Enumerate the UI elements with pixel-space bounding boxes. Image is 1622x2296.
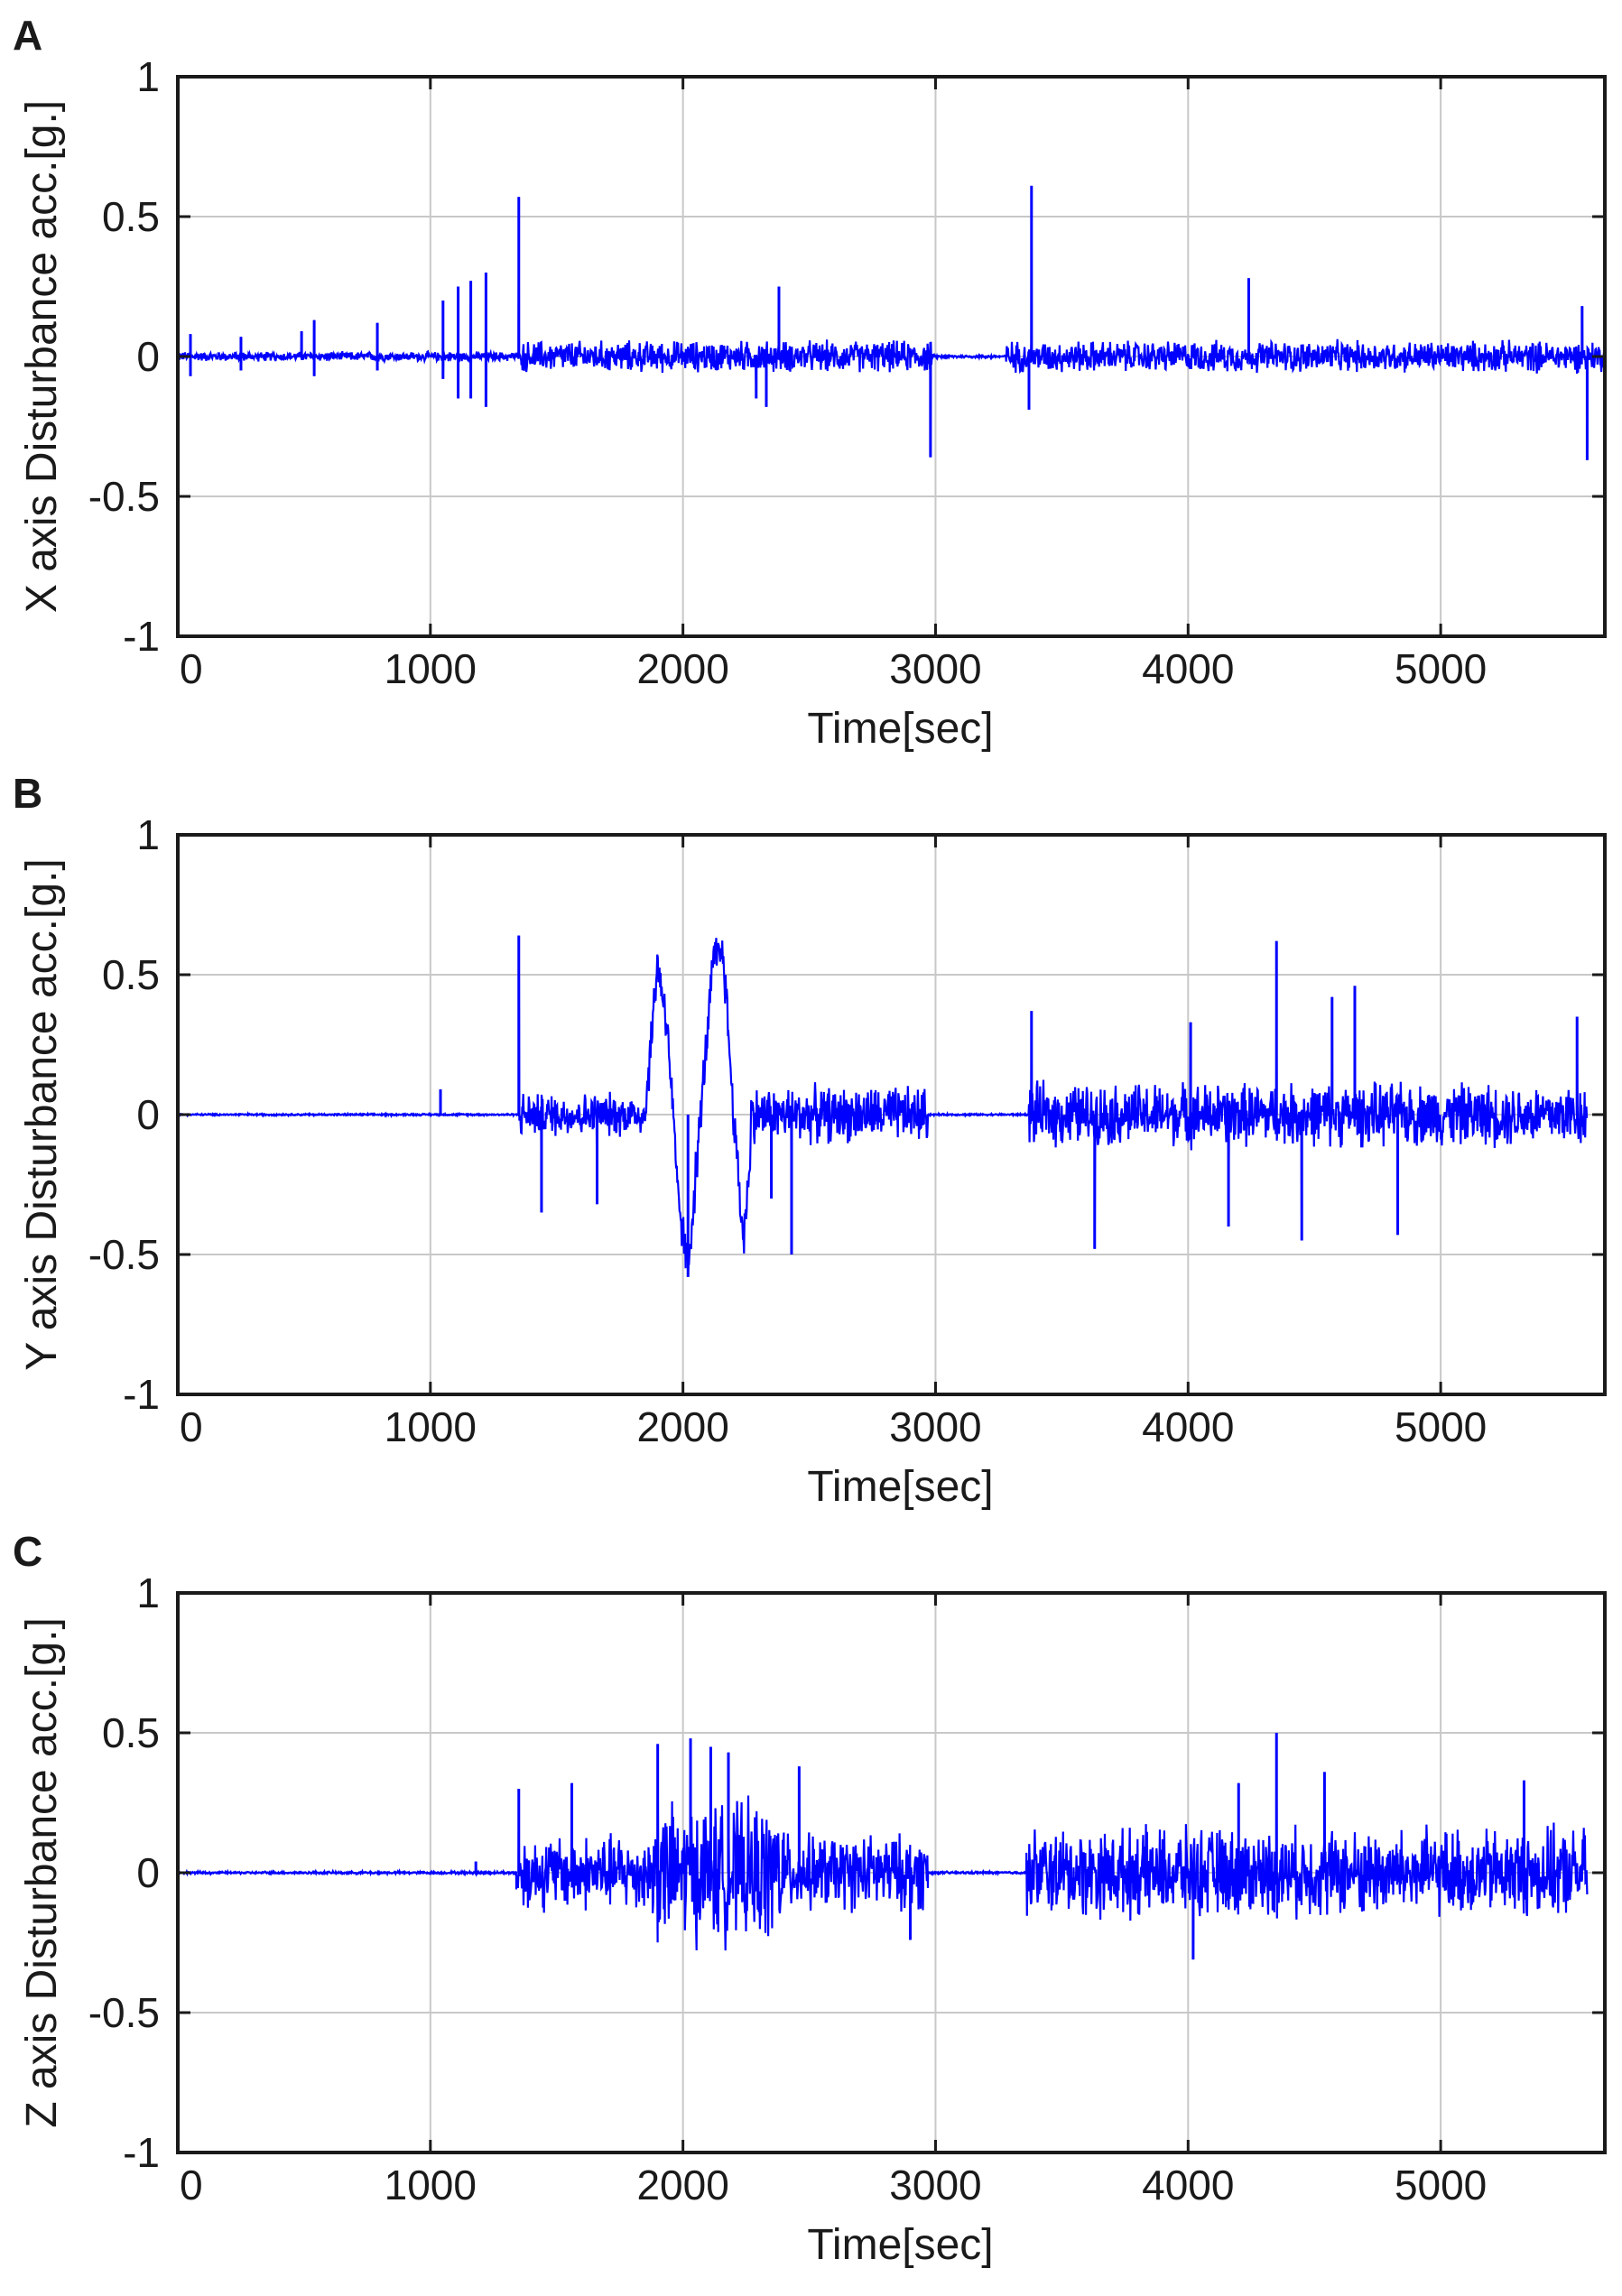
panel-c: C 0 1000 2000 3000 4000 5000 1 0.5 0 -0.5 -1 Time[se… xyxy=(13,1528,1607,2269)
y-tick-label: 0.5 xyxy=(102,951,160,998)
x-tick-label: 0 xyxy=(180,1403,203,1450)
panel-a: A 0 1000 2000 3000 4000 5000 1 0.5 0 -0.5 -1 Time[se… xyxy=(13,12,1607,753)
x-tick-label: 2000 xyxy=(636,1403,728,1450)
x-tick-label: 1000 xyxy=(385,2162,477,2208)
y-axis-label: X axis Disturbance acc.[g.] xyxy=(18,100,66,613)
y-tick-label: -1 xyxy=(123,613,160,660)
x-tick-label: 4000 xyxy=(1142,1403,1234,1450)
x-tick-label: 3000 xyxy=(889,645,981,692)
y-tick-label: 1 xyxy=(136,1569,160,1616)
panel-label: C xyxy=(13,1528,42,1575)
y-tick-label: -1 xyxy=(123,2129,160,2176)
x-tick-label: 1000 xyxy=(385,645,477,692)
x-tick-label: 2000 xyxy=(636,645,728,692)
y-axis-label: Z axis Disturbance acc.[g.] xyxy=(18,1617,66,2128)
x-tick-label: 4000 xyxy=(1142,2162,1234,2208)
x-tick-label: 4000 xyxy=(1142,645,1234,692)
x-axis-label: Time[sec] xyxy=(807,2221,993,2269)
series-line xyxy=(177,935,1589,1277)
panel-label: B xyxy=(13,770,42,817)
y-tick-label: 0 xyxy=(136,1091,160,1138)
panel-b: B 0 1000 2000 3000 4000 5000 1 0.5 0 -0.5 -1 Time[se… xyxy=(13,770,1607,1511)
y-tick-label: 0 xyxy=(136,333,160,380)
y-tick-label: 0.5 xyxy=(102,193,160,240)
series-line xyxy=(177,185,1606,460)
y-tick-label: 1 xyxy=(136,53,160,100)
y-tick-label: -0.5 xyxy=(88,1231,160,1278)
x-tick-label: 2000 xyxy=(636,2162,728,2208)
x-tick-label: 5000 xyxy=(1395,1403,1487,1450)
y-tick-label: 0 xyxy=(136,1849,160,1896)
x-tick-label: 3000 xyxy=(889,2162,981,2208)
panel-label: A xyxy=(13,12,42,59)
y-axis-label: Y axis Disturbance acc.[g.] xyxy=(18,858,66,1370)
x-tick-label: 0 xyxy=(180,645,203,692)
x-tick-label: 5000 xyxy=(1395,2162,1487,2208)
x-tick-label: 0 xyxy=(180,2162,203,2208)
y-tick-label: 1 xyxy=(136,811,160,858)
x-tick-label: 1000 xyxy=(385,1403,477,1450)
x-tick-label: 3000 xyxy=(889,1403,981,1450)
y-tick-label: -0.5 xyxy=(88,473,160,520)
y-tick-label: -1 xyxy=(123,1371,160,1418)
y-tick-label: -0.5 xyxy=(88,1989,160,2036)
y-tick-label: 0.5 xyxy=(102,1709,160,1756)
x-axis-label: Time[sec] xyxy=(807,1463,993,1511)
x-tick-label: 5000 xyxy=(1395,645,1487,692)
series-line xyxy=(177,1732,1589,1960)
x-axis-label: Time[sec] xyxy=(807,705,993,753)
